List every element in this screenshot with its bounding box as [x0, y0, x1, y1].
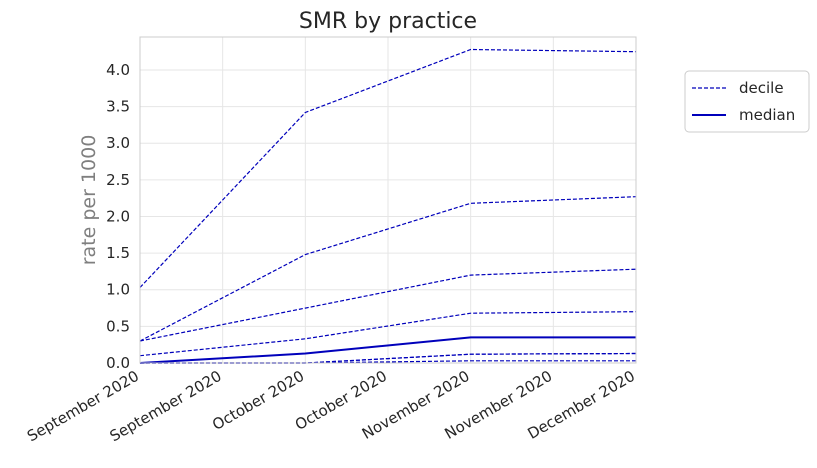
- y-tick-label: 1.0: [106, 281, 130, 299]
- decile-line-2: [140, 352, 637, 364]
- decile-line-3: [139, 311, 637, 357]
- plot-frame: [139, 36, 637, 364]
- y-tick-label: 2.0: [106, 207, 130, 225]
- y-axis-label: rate per 1000: [78, 135, 100, 266]
- decile-line-6: [139, 48, 637, 288]
- y-tick-label: 2.5: [106, 171, 130, 189]
- y-tick-label: 3.5: [106, 98, 130, 116]
- y-tick-label: 1.5: [106, 244, 130, 262]
- chart-title: SMR by practice: [299, 9, 477, 34]
- series-group: [139, 48, 637, 364]
- decile-line-0: [140, 360, 636, 364]
- legend-box: [684, 70, 810, 133]
- grid: [139, 37, 637, 364]
- y-tick-label: 0.0: [106, 354, 130, 372]
- median-line-7: [139, 336, 636, 364]
- y-tick-label: 0.5: [106, 317, 130, 335]
- y-tick-label: 4.0: [106, 61, 130, 79]
- decile-line-5: [139, 196, 637, 342]
- legend-median-label: median: [739, 106, 795, 124]
- y-axis-ticks: 0.0 0.5 1.0 1.5 2.0 2.5 3.0 3.5 4.0: [106, 61, 130, 372]
- x-tick-label: October 2020: [209, 367, 307, 434]
- legend: decile median: [684, 70, 810, 133]
- decile-line-4: [139, 268, 637, 342]
- y-tick-label: 3.0: [106, 134, 130, 152]
- legend-decile-label: decile: [739, 79, 784, 97]
